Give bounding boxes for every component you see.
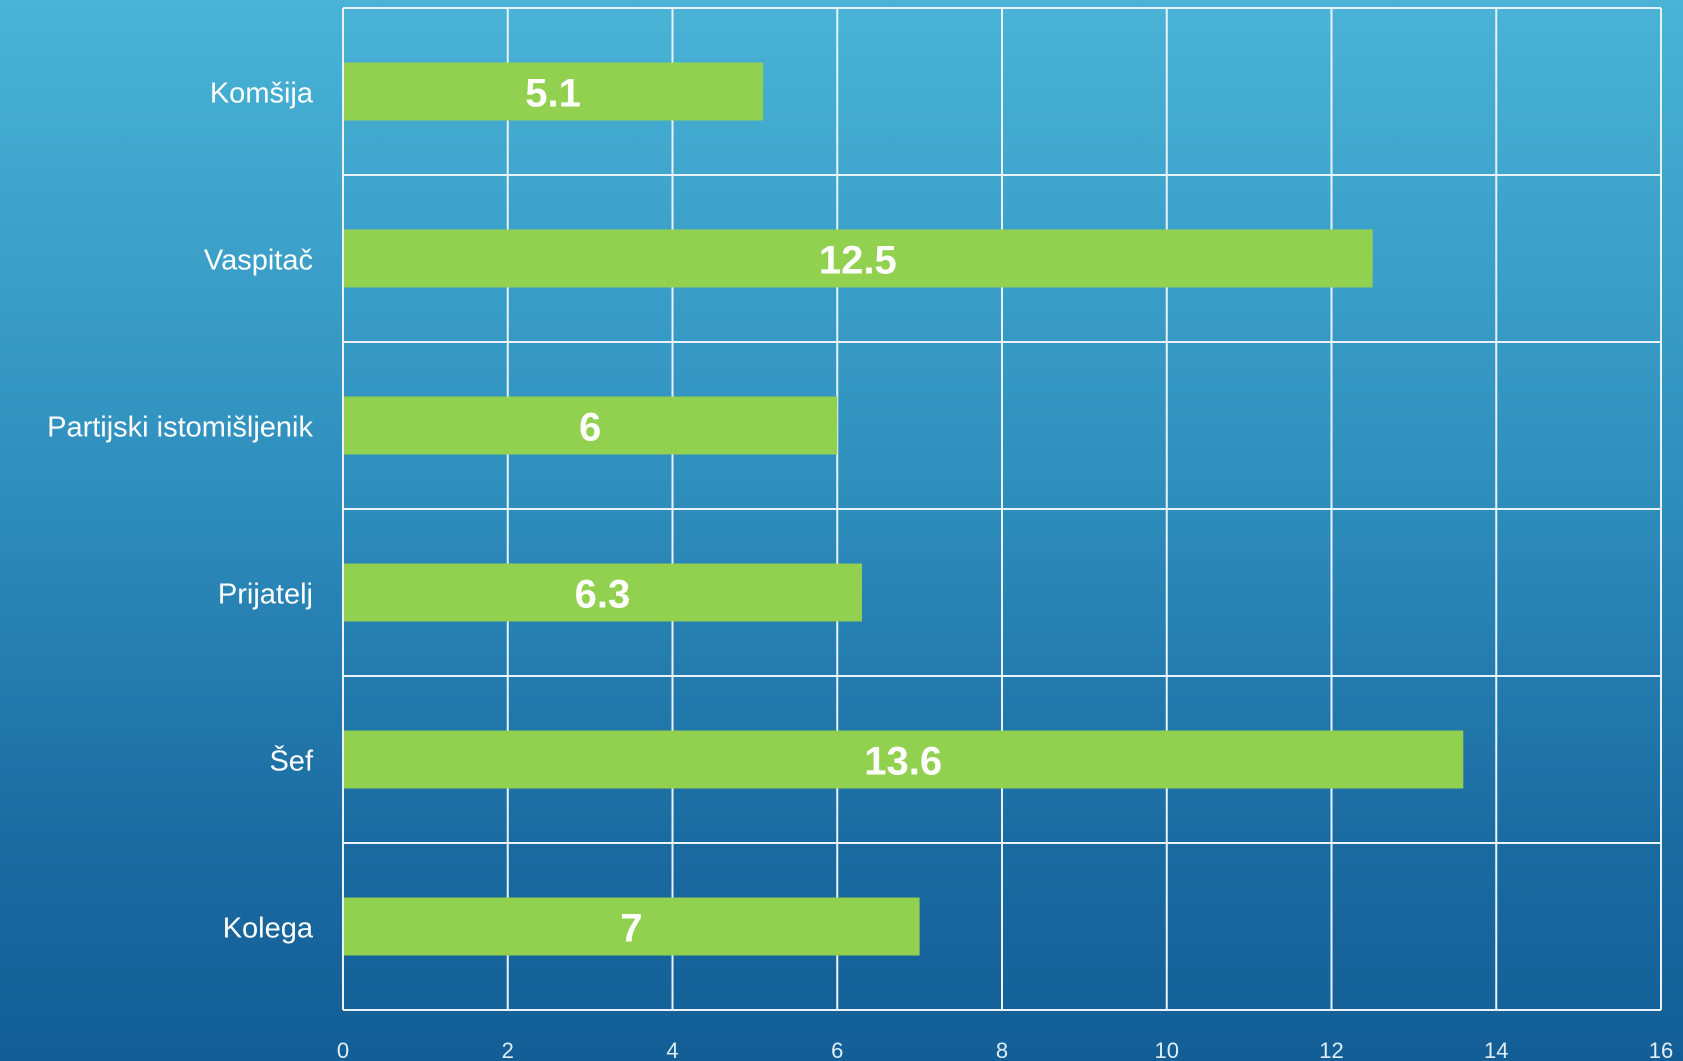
- bar: [344, 229, 1373, 288]
- category-labels: Komšija Vaspitač Partijski istomišljenik Pr…: [47, 78, 314, 945]
- bars: [344, 62, 1464, 956]
- data-label: 6: [579, 406, 601, 450]
- bar: [344, 730, 1464, 789]
- bar: [344, 563, 862, 622]
- x-tick-label: 4: [666, 1038, 678, 1061]
- x-tick-label: 14: [1484, 1038, 1508, 1061]
- data-labels: 5.1 12.5 6 6.3 13.6 7: [525, 72, 942, 951]
- bar: [344, 62, 764, 121]
- x-tick-label: 2: [502, 1038, 514, 1061]
- data-label: 6.3: [575, 573, 631, 617]
- category-label: Vaspitač: [204, 245, 313, 277]
- x-tick-label: 8: [996, 1038, 1008, 1061]
- data-label: 12.5: [819, 239, 897, 283]
- grid-lines: [342, 7, 1662, 1011]
- x-tick-label: 6: [831, 1038, 843, 1061]
- category-label: Prijatelj: [218, 579, 313, 611]
- bar: [344, 897, 920, 956]
- data-label: 7: [620, 907, 642, 951]
- category-label: Kolega: [223, 913, 314, 945]
- data-label: 13.6: [864, 740, 942, 784]
- bar: [344, 396, 838, 455]
- x-tick-label: 12: [1319, 1038, 1343, 1061]
- x-tick-label: 0: [337, 1038, 349, 1061]
- x-tick-labels: 0 2 4 6 8 10 12 14 16: [337, 1038, 1673, 1061]
- x-tick-label: 16: [1649, 1038, 1673, 1061]
- category-label: Komšija: [210, 78, 314, 110]
- data-label: 5.1: [525, 72, 581, 116]
- category-label: Šef: [269, 744, 313, 778]
- x-tick-label: 10: [1155, 1038, 1179, 1061]
- category-label: Partijski istomišljenik: [47, 412, 313, 444]
